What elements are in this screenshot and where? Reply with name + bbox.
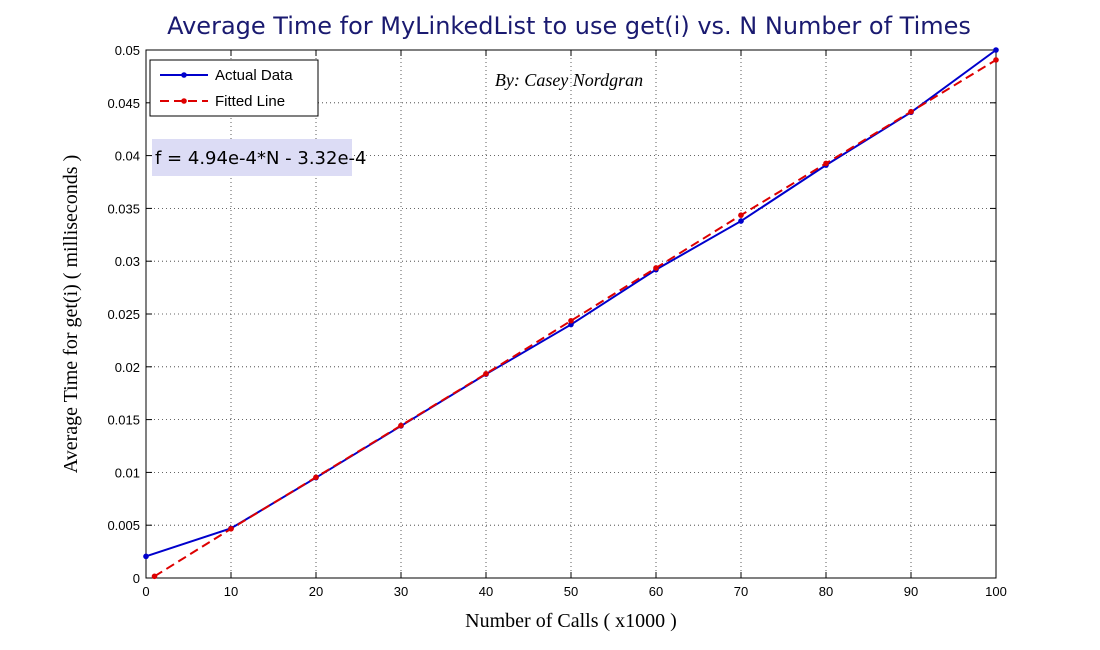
y-axis-title: Average Time for get(i) ( milliseconds ) [60,155,82,473]
y-tick-label: 0.02 [115,360,140,375]
legend-item: Actual Data [160,67,293,84]
y-tick-label: 0.03 [115,254,140,269]
y-tick-label: 0.015 [107,413,140,428]
legend-label: Actual Data [215,67,293,84]
data-point [313,474,319,481]
data-point [151,573,158,580]
y-tick-label: 0.01 [115,465,140,480]
x-tick-label: 70 [734,584,748,599]
data-point [738,212,744,218]
x-tick-label: 30 [394,584,408,599]
data-point [738,218,744,224]
y-tick-label: 0.045 [107,96,140,111]
x-tick-label: 0 [142,584,149,599]
x-tick-label: 10 [224,584,238,599]
data-point [228,525,234,532]
data-point [993,57,999,63]
x-axis-title: Number of Calls ( x1000 ) [465,610,677,632]
chart-title: Average Time for MyLinkedList to use get… [167,12,971,40]
legend-box [149,59,319,117]
grid-lines [146,50,996,578]
data-point [823,160,829,167]
equation-annotation: f = 4.94e-4*N - 3.32e-4 [152,139,366,176]
data-point [993,47,999,53]
data-point [143,553,149,560]
data-point [653,265,659,271]
series-line [153,59,997,578]
legend-marker [181,72,187,78]
equation-text: f = 4.94e-4*N - 3.32e-4 [155,148,366,169]
series-layer [143,47,999,580]
y-tick-label: 0.005 [107,518,140,533]
y-tick-label: 0.05 [115,43,140,58]
x-tick-label: 80 [819,584,833,599]
x-tick-label: 50 [564,584,578,599]
data-point [483,370,489,377]
legend-item: Fitted Line [160,93,285,110]
x-tick-label: 40 [479,584,493,599]
axes: 0 10 20 30 40 50 60 70 80 90 100 0 0.005 0.01 0.015 0.0… [107,43,1006,599]
y-tick-label: 0.035 [107,201,140,216]
x-tick-label: 20 [309,584,323,599]
series-2 [151,57,999,580]
x-tick-label: 90 [904,584,918,599]
author-annotation: By: Casey Nordgran [495,70,643,90]
data-point [908,108,914,115]
y-tick-label: 0.025 [107,307,140,322]
legend-marker [181,98,187,104]
data-point [568,317,574,324]
x-tick-label: 60 [649,584,663,599]
y-tick-label: 0.04 [115,149,140,164]
equation-background [152,139,352,176]
legend-label: Fitted Line [215,93,285,110]
data-point [398,422,404,429]
y-tick-label: 0 [133,571,140,586]
legend: Actual Data Fitted Line [149,59,319,117]
x-tick-label: 100 [985,584,1007,599]
